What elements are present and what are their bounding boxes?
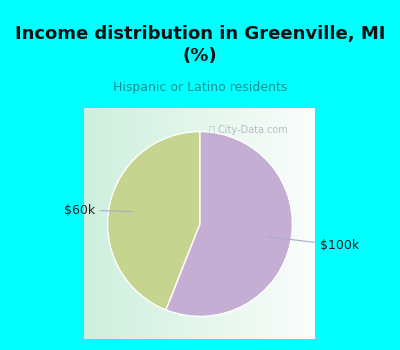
Text: ⌖ City-Data.com: ⌖ City-Data.com xyxy=(209,125,288,135)
Text: Income distribution in Greenville, MI
(%): Income distribution in Greenville, MI (%… xyxy=(15,25,385,65)
Wedge shape xyxy=(166,132,292,316)
Text: Hispanic or Latino residents: Hispanic or Latino residents xyxy=(113,80,287,93)
Text: $100k: $100k xyxy=(268,237,359,252)
Wedge shape xyxy=(108,132,200,310)
Text: $60k: $60k xyxy=(64,204,132,217)
